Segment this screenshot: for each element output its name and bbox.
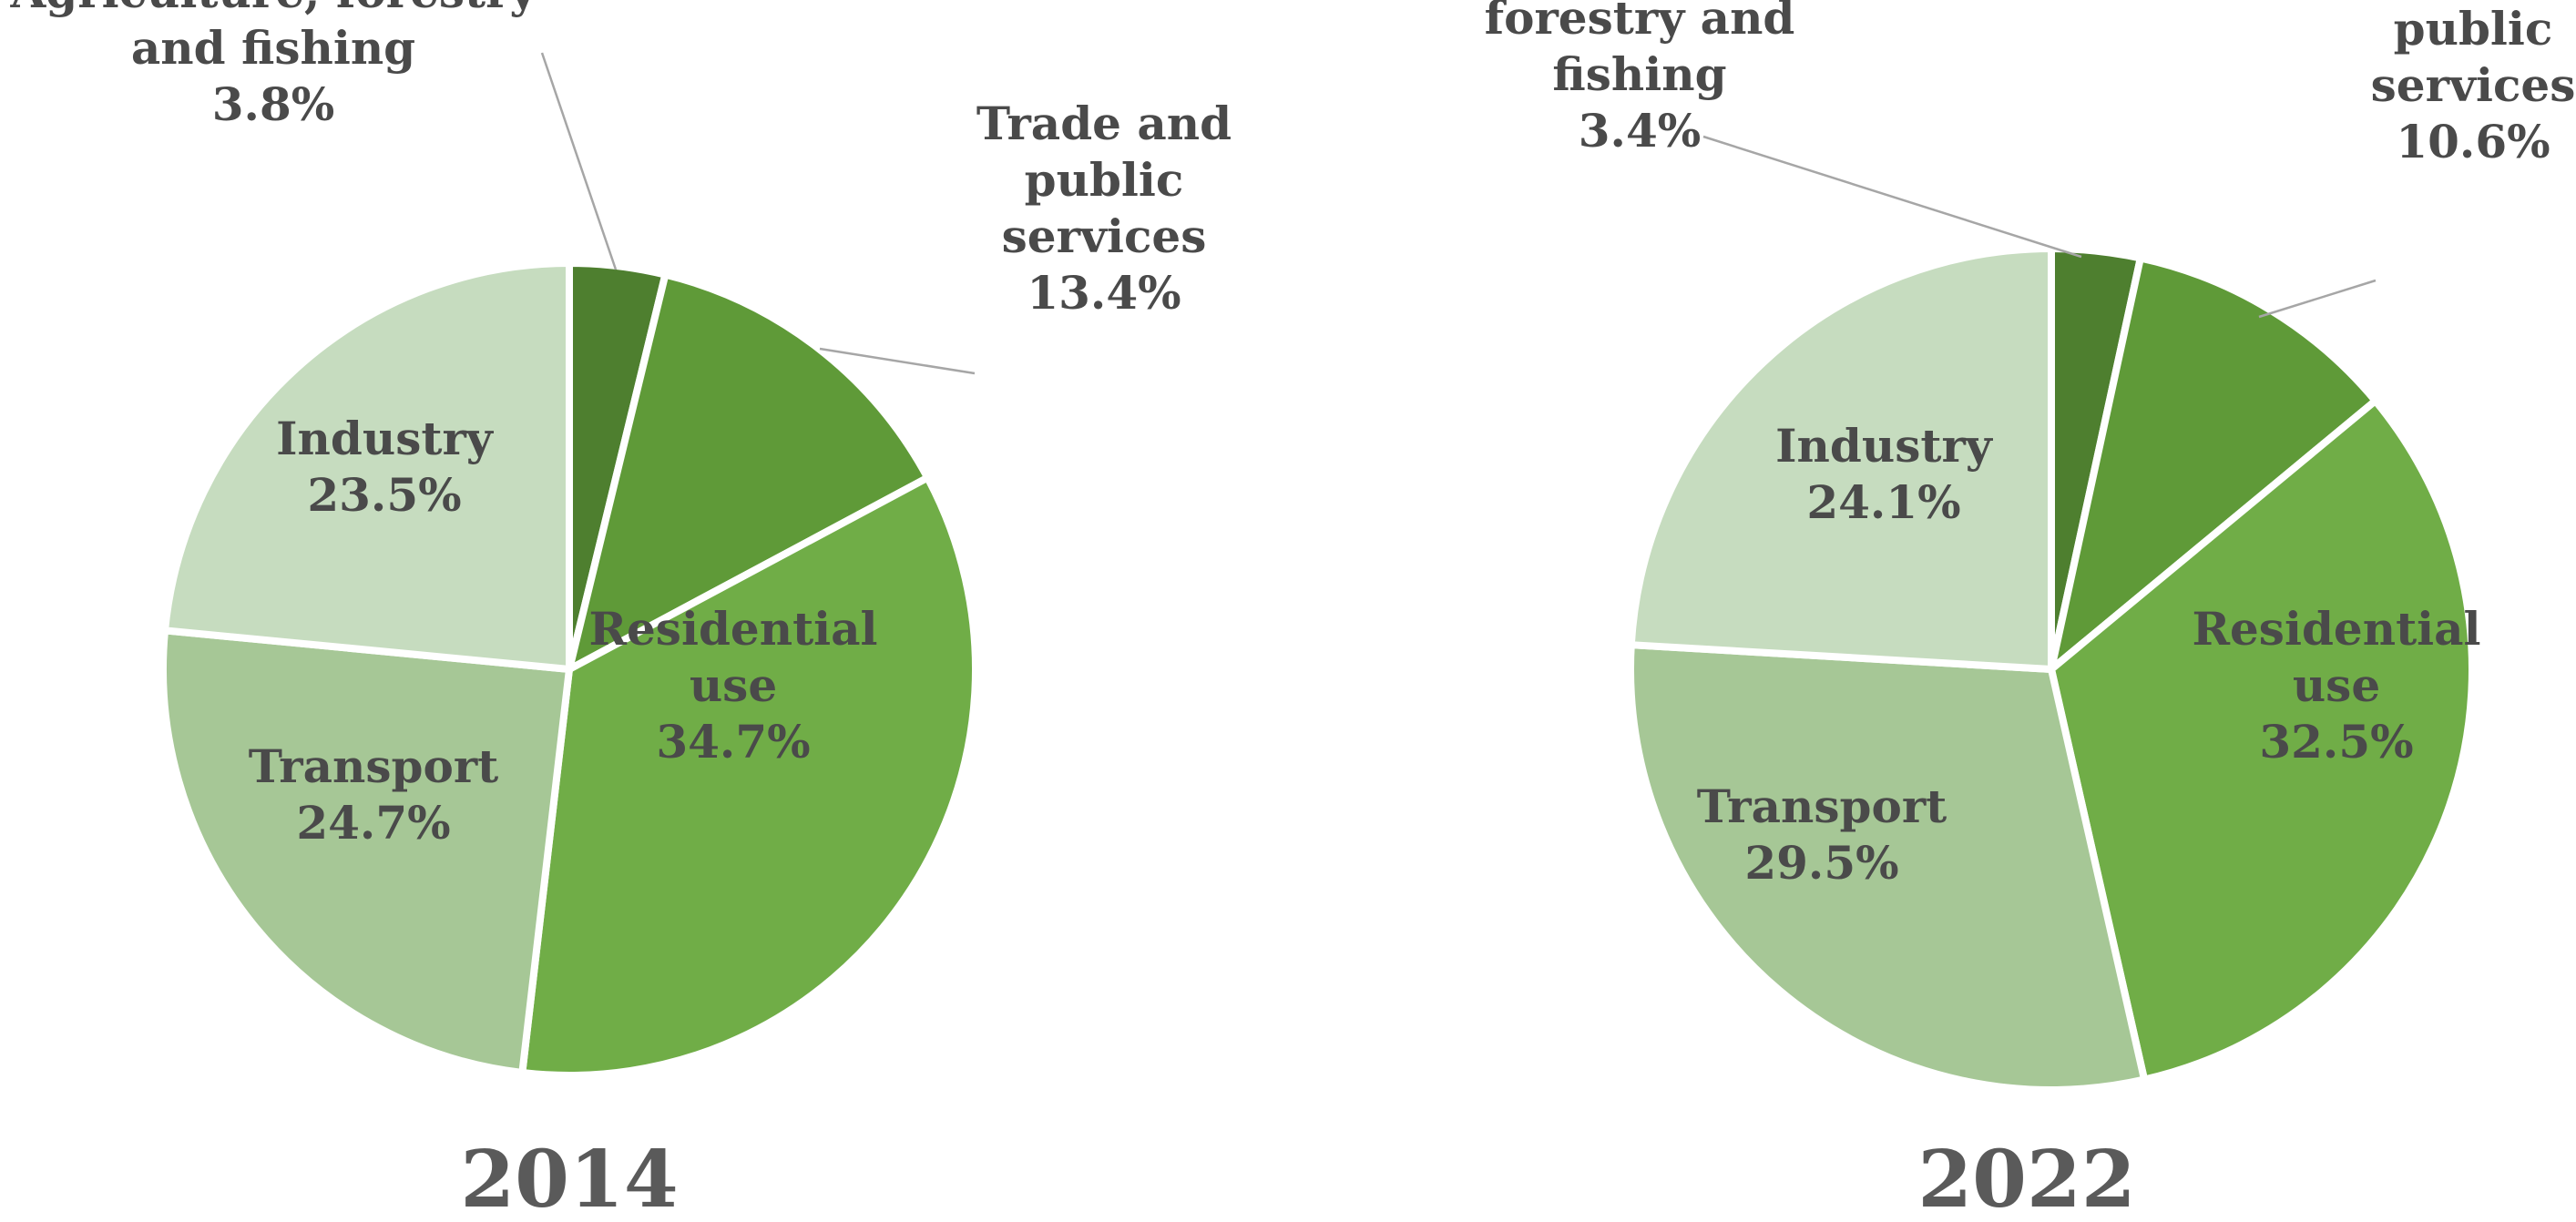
slice-value-label: 24.1% (1806, 475, 1960, 529)
leader-line-trade-and-public-services-2014 (819, 347, 976, 375)
slice-label-line: public (2394, 2, 2553, 56)
slice-label-line: Residential (2192, 602, 2480, 656)
slice-label-line: services (1002, 209, 1207, 263)
slice-value-label: 34.7% (656, 715, 810, 769)
slice-label-residential-use-2022: Residential use 32.5% (2192, 602, 2480, 769)
pie-slice-industry-2022 (1627, 245, 2055, 673)
slice-label-trade-and-public-services-2014: Trade and public services 13.4% (976, 97, 1232, 320)
pie-slice-transport-2022 (1627, 641, 2149, 1094)
chart-title-2022: 2022 (1917, 1134, 2135, 1222)
slice-label-residential-use-2014: Residential use 34.7% (588, 602, 877, 769)
slice-label-line: Industry (276, 412, 495, 465)
slice-value-label: 13.4% (1027, 266, 1181, 320)
slice-label-transport-2014: Transport 24.7% (249, 739, 499, 850)
slice-label-line: public (1025, 153, 1184, 207)
slice-label-line: Transport (1697, 779, 1947, 833)
pie-slice-trade-and-public-services-2022 (2048, 254, 2379, 673)
slice-value-label: 3.8% (212, 77, 335, 131)
slice-label-line: services (2371, 58, 2576, 112)
slice-label-trade-and-public-services-2022: Trade andpublicservices10.6% (2346, 0, 2576, 168)
pie-slice-residential-use-2014 (518, 474, 979, 1080)
slice-value-label: 23.5% (307, 468, 461, 522)
slice-label-line: Trade and (976, 97, 1232, 150)
leader-line-trade-and-public-services-2022 (2258, 279, 2377, 319)
slice-label-line: and fishing (131, 21, 415, 75)
leader-line-agriculture-forestry-and-fishing-2014 (540, 52, 618, 270)
slice-label-line: fishing (1552, 47, 1726, 101)
slice-value-label: 29.5% (1744, 836, 1898, 890)
pie-slice-industry-2014 (161, 260, 573, 673)
slice-value-label: 10.6% (2396, 115, 2550, 168)
slice-label-line: Agriculture, forestry (10, 0, 538, 18)
slice-label-line: forestry and (1485, 0, 1795, 45)
chart-title-2014: 2014 (460, 1134, 678, 1222)
pie-slice-residential-use-2022 (2048, 397, 2477, 1084)
slice-label-line: Residential (588, 602, 877, 656)
slice-label-line: Industry (1775, 419, 1994, 473)
slice-value-label: 24.7% (296, 796, 450, 850)
slice-label-line: use (690, 658, 777, 712)
slice-label-line: use (2293, 658, 2380, 712)
pie-slice-trade-and-public-services-2014 (566, 270, 932, 673)
slice-label-industry-2014: Industry 23.5% (276, 412, 495, 522)
slice-value-label: 32.5% (2259, 715, 2413, 769)
slice-value-label: 3.4% (1579, 104, 1702, 158)
pie-slice-transport-2014 (159, 626, 573, 1076)
slice-label-line: Transport (249, 739, 499, 793)
slice-label-industry-2022: Industry 24.1% (1775, 419, 1994, 529)
slice-label-transport-2022: Transport 29.5% (1697, 779, 1947, 890)
leader-line-agriculture-forestry-and-fishing-2022 (1702, 135, 2082, 259)
